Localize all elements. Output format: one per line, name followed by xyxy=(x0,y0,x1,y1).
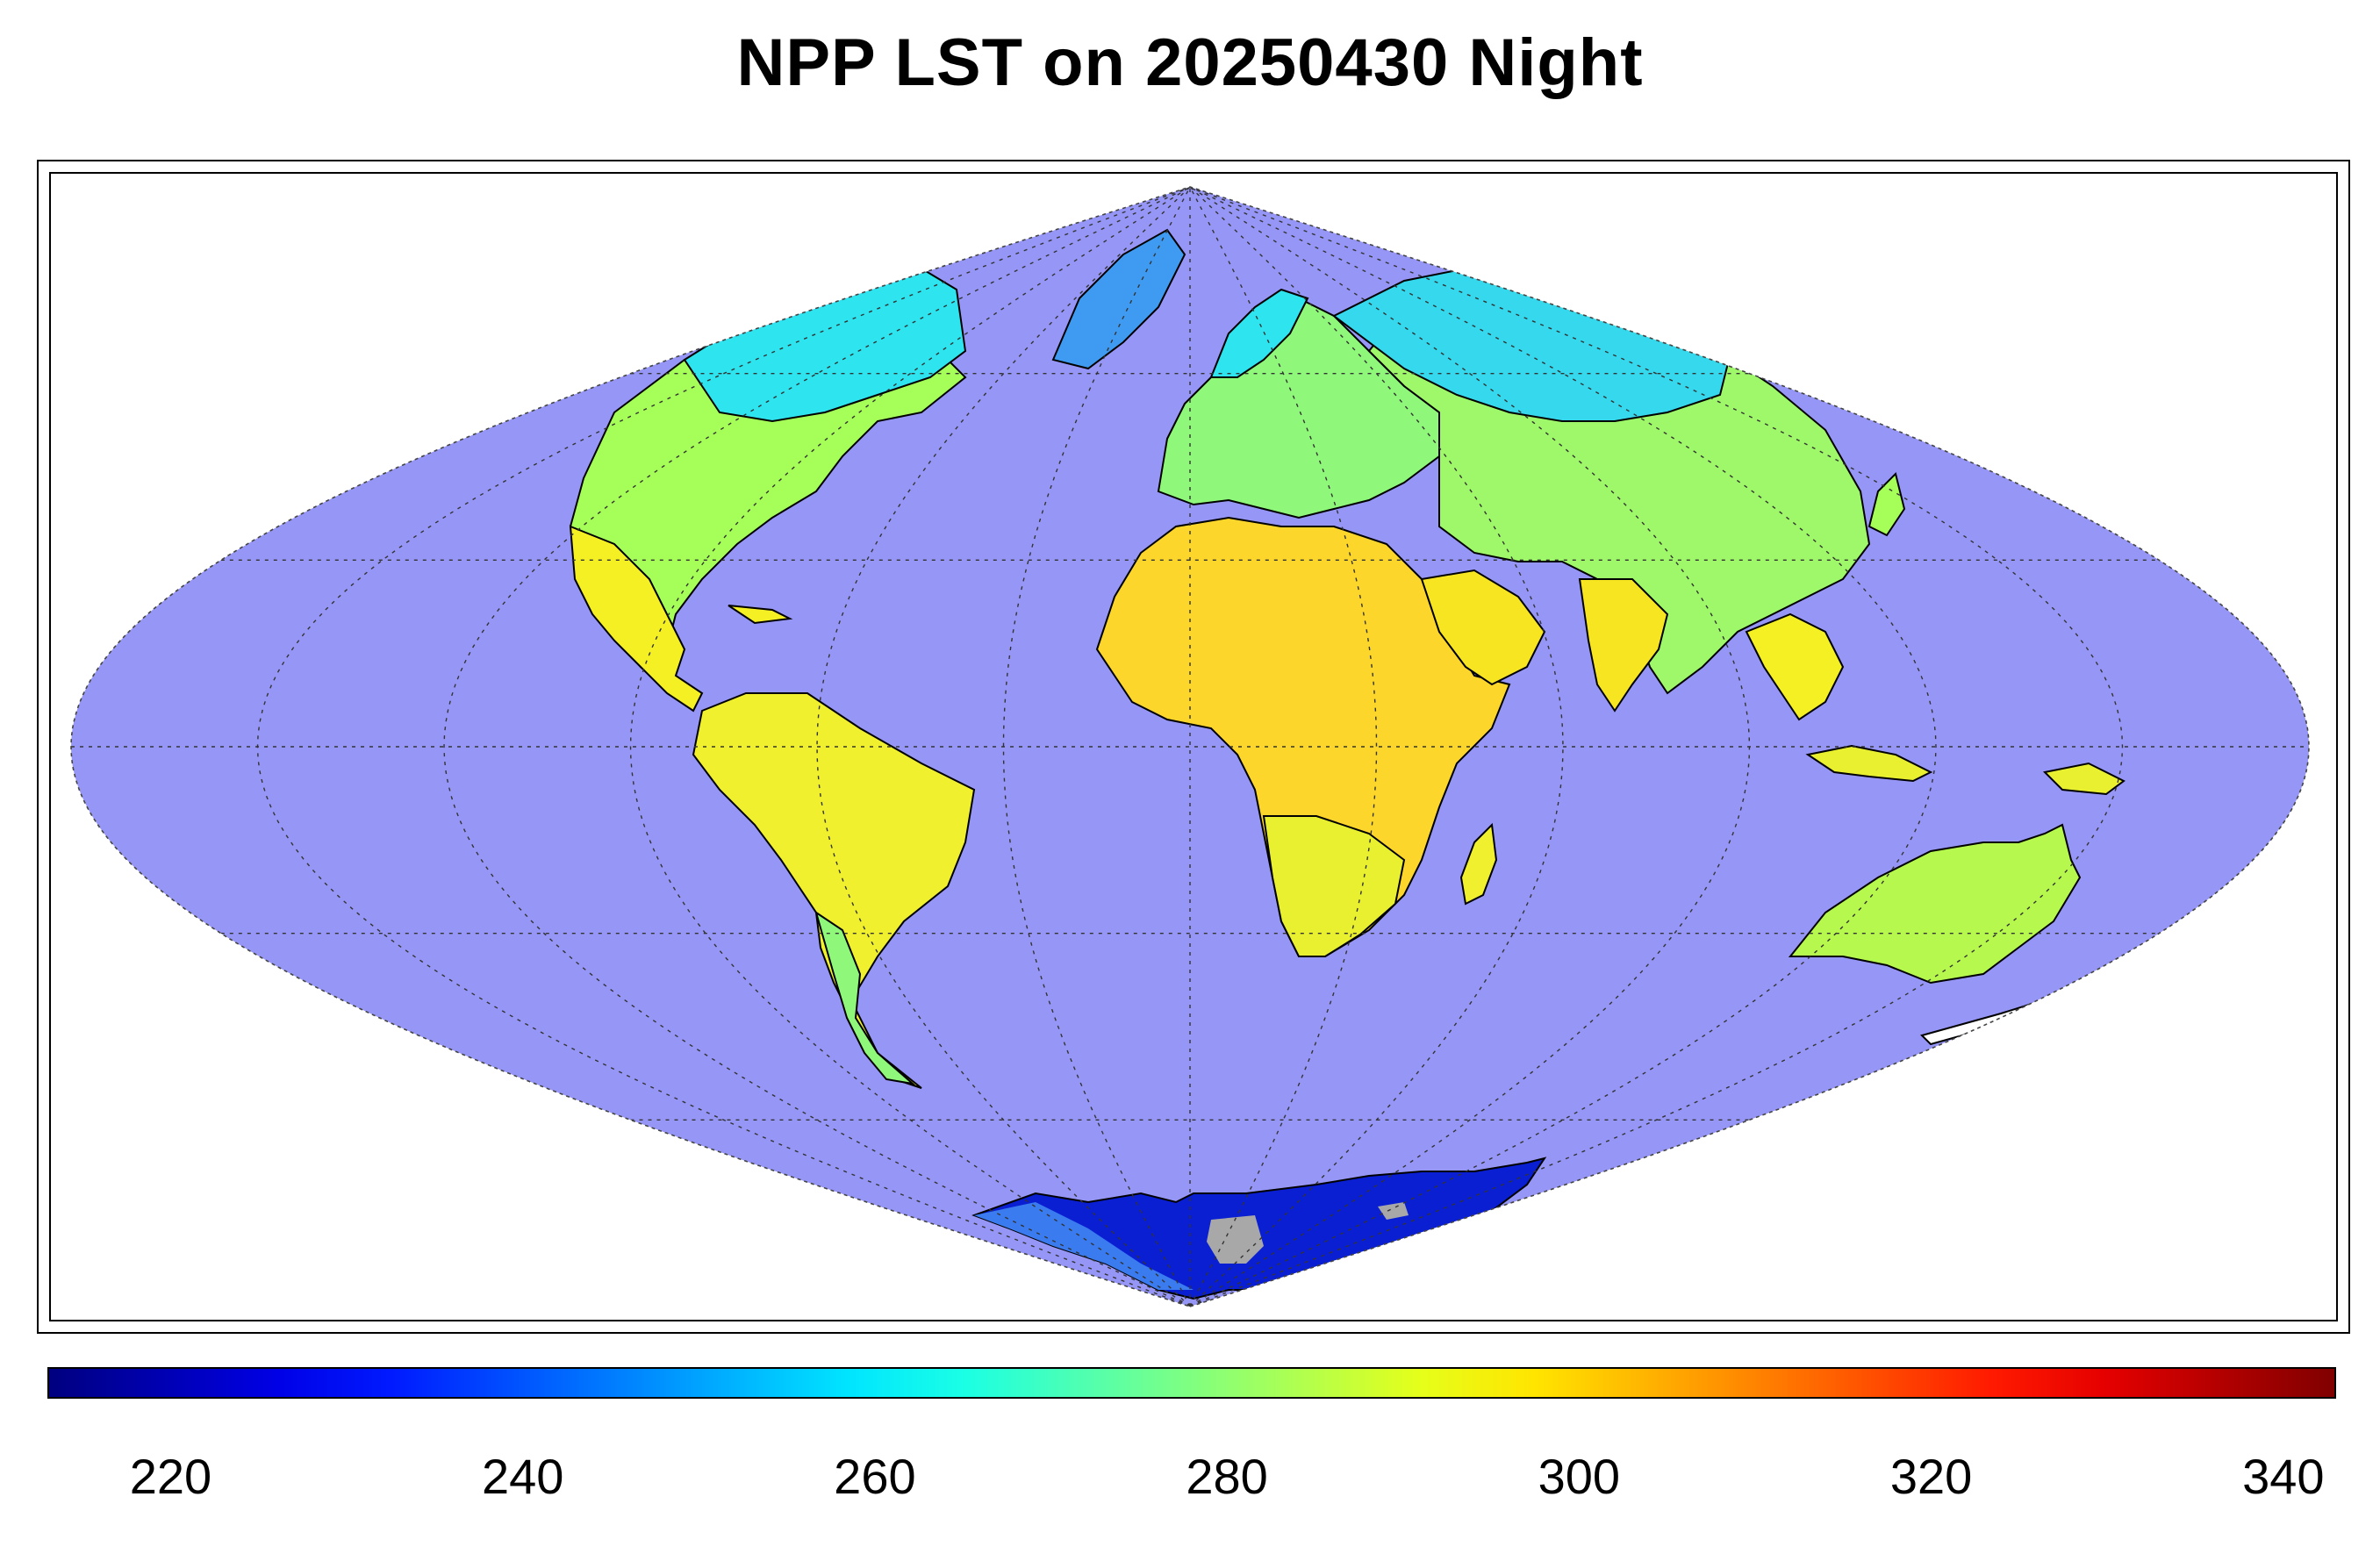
meridian-line xyxy=(1189,187,2124,1307)
land-southeast-asia xyxy=(1745,612,1845,721)
colorbar-tick-label: 240 xyxy=(481,1449,564,1504)
land-surface-temperature-layer xyxy=(569,228,2126,1300)
land-indonesia xyxy=(1805,744,1933,783)
land-greenland xyxy=(1051,228,1186,370)
colorbar-tick-label: 340 xyxy=(2242,1449,2325,1504)
colorbar-tick-label: 220 xyxy=(129,1449,212,1504)
land-madagascar xyxy=(1459,822,1498,906)
land-caribbean xyxy=(728,605,793,625)
land-south-america-south xyxy=(814,910,916,1085)
graticule-lines xyxy=(71,187,2309,1307)
land-africa xyxy=(1095,516,1511,957)
land-new-guinea xyxy=(2042,762,2126,796)
land-scandinavia xyxy=(1209,288,1309,378)
colorbar-tick-label: 260 xyxy=(834,1449,916,1504)
no-data-area xyxy=(1207,1215,1264,1264)
map-frame xyxy=(37,160,2350,1334)
meridian-line xyxy=(443,187,1191,1307)
land-south-america xyxy=(692,692,976,1089)
meridian-line xyxy=(629,187,1191,1307)
land-india xyxy=(1578,578,1669,713)
land-antarctica-coast xyxy=(974,1202,1194,1290)
map-title: NPP LST on 20250430 Night xyxy=(736,25,1644,100)
land-north-america-south xyxy=(569,525,704,713)
map-inner-frame xyxy=(49,172,2338,1321)
meridian-line xyxy=(1189,187,1937,1307)
meridian-line xyxy=(816,187,1191,1307)
land-japan xyxy=(1867,472,1906,537)
colorbar-tick-label: 300 xyxy=(1538,1449,1621,1504)
land-australia xyxy=(1788,823,2082,985)
colorbar-tick-label: 320 xyxy=(1889,1449,1973,1504)
no-data-area xyxy=(1378,1202,1409,1220)
colorbar-tick-label: 280 xyxy=(1186,1449,1268,1504)
colorbar xyxy=(47,1367,2336,1399)
globe-outline xyxy=(70,186,2310,1307)
land-arabia xyxy=(1420,569,1546,686)
